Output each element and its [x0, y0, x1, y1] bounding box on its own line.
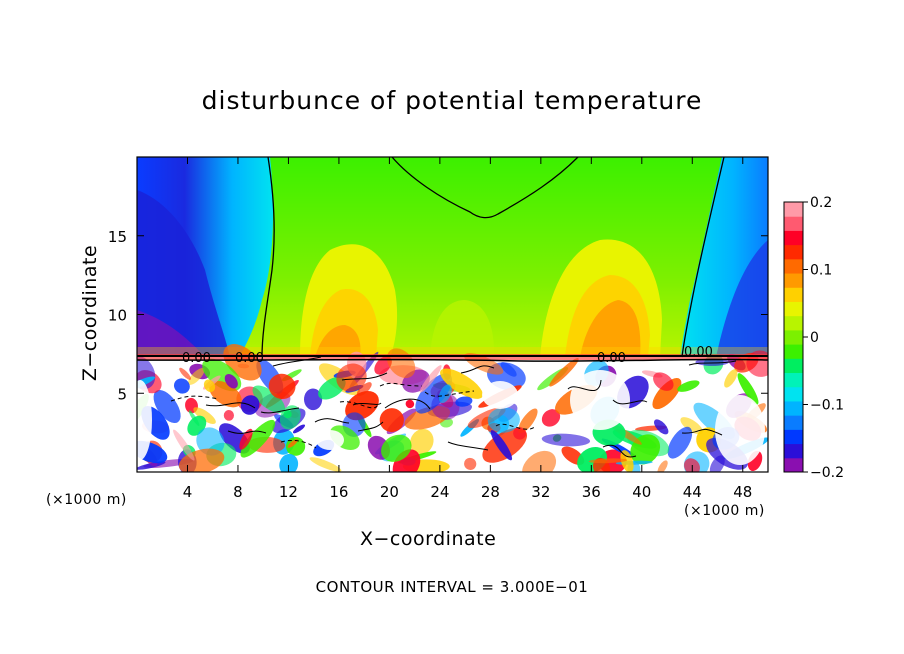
x-tick-label: 28 — [481, 483, 500, 501]
x-tick-label: 24 — [430, 483, 449, 501]
colorbar-segment — [784, 400, 803, 416]
x-tick-label: 4 — [183, 483, 193, 501]
contour-label: 0.00 — [182, 351, 211, 366]
colorbar-segment — [784, 372, 803, 388]
colorbar-segment — [784, 329, 803, 345]
heatmap-field — [137, 157, 768, 472]
colorbar-segment — [784, 415, 803, 430]
x-tick-label: 44 — [683, 483, 702, 501]
x-tick-label: 36 — [582, 483, 601, 501]
colorbar-tick-label: −0.2 — [810, 465, 844, 481]
chart-title: disturbunce of potential temperature — [201, 86, 703, 115]
contour-lines — [137, 157, 768, 362]
contour-label: 0.00 — [684, 345, 713, 360]
colorbar-segment — [784, 258, 803, 274]
colorbar-tick-label: −0.1 — [810, 398, 844, 414]
x-unit-left: (×1000 m) — [46, 492, 127, 508]
colorbar-segment — [784, 457, 803, 473]
colorbar-segment — [784, 202, 803, 217]
colorbar-segment — [784, 244, 803, 260]
contour-interval-note: CONTOUR INTERVAL = 3.000E−01 — [315, 578, 589, 596]
colorbar-segment — [784, 230, 803, 246]
colorbar-segment — [784, 216, 803, 231]
x-tick-label: 32 — [531, 483, 550, 501]
colorbar-segment — [784, 301, 803, 317]
x-tick-label: 16 — [329, 483, 348, 501]
x-tick-label: 40 — [632, 483, 651, 501]
y-tick-label: 10 — [108, 307, 127, 325]
colorbar-segment — [784, 443, 803, 459]
y-tick-label: 5 — [117, 385, 127, 403]
colorbar-tick-label: 0.1 — [810, 263, 832, 279]
x-tick-label: 48 — [733, 483, 752, 501]
contour-label: 0.00 — [597, 351, 626, 366]
y-axis-label: Z−coordinate — [79, 244, 101, 382]
x-tick-label: 20 — [380, 483, 399, 501]
colorbar-segment — [784, 273, 803, 288]
colorbar: −0.2 −0.1 0 0.1 0.2 — [783, 195, 844, 481]
colorbar-segment — [784, 386, 803, 402]
x-axis-label: X−coordinate — [360, 528, 497, 550]
colorbar-segment — [784, 358, 803, 374]
colorbar-tick-label: 0.2 — [810, 195, 832, 211]
x-unit-right: (×1000 m) — [684, 503, 765, 519]
x-tick-label: 8 — [233, 483, 243, 501]
colorbar-tick-label: 0 — [810, 330, 819, 346]
colorbar-segment — [784, 429, 803, 445]
colorbar-segment — [784, 344, 803, 359]
y-tick-label: 15 — [108, 228, 127, 246]
contour-label: 0.00 — [235, 351, 264, 366]
colorbar-segment — [784, 315, 803, 331]
x-tick-label: 12 — [279, 483, 298, 501]
colorbar-segment — [784, 287, 803, 302]
